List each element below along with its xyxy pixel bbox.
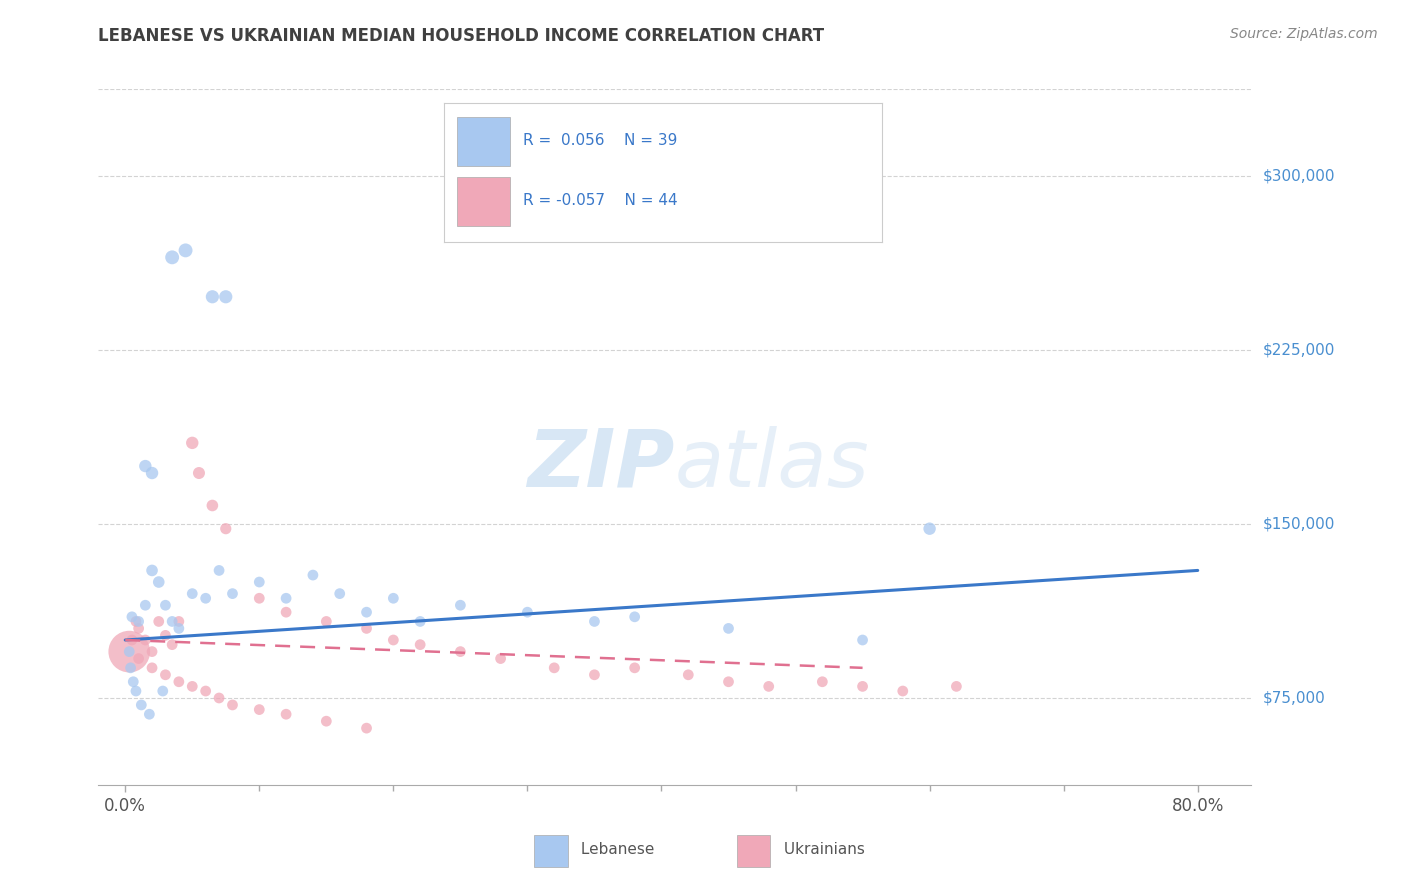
Point bbox=[155, 667, 177, 681]
Point bbox=[148, 615, 170, 629]
Text: Lebanese: Lebanese bbox=[576, 842, 655, 857]
Text: $300,000: $300,000 bbox=[1263, 169, 1334, 184]
Point bbox=[583, 615, 606, 629]
Point bbox=[356, 721, 378, 735]
Point bbox=[141, 564, 163, 578]
Point bbox=[623, 661, 645, 675]
Point bbox=[302, 568, 325, 582]
Point bbox=[131, 698, 153, 712]
Point bbox=[583, 667, 606, 681]
Bar bbox=[737, 835, 770, 867]
Point bbox=[121, 633, 143, 648]
Point bbox=[247, 574, 270, 589]
Point bbox=[134, 458, 156, 473]
Point bbox=[221, 698, 243, 712]
Point bbox=[188, 466, 211, 480]
Text: $150,000: $150,000 bbox=[1263, 516, 1334, 532]
Point bbox=[516, 605, 538, 619]
Point bbox=[758, 680, 780, 694]
Text: Ukrainians: Ukrainians bbox=[779, 842, 865, 857]
Point bbox=[181, 680, 204, 694]
Point bbox=[201, 290, 224, 304]
Point bbox=[356, 621, 378, 635]
Text: atlas: atlas bbox=[675, 425, 870, 504]
Point bbox=[122, 674, 145, 689]
Point bbox=[382, 591, 405, 606]
Point bbox=[215, 522, 238, 536]
Point bbox=[181, 435, 204, 450]
Point bbox=[194, 684, 217, 698]
Point bbox=[155, 598, 177, 612]
Point bbox=[148, 574, 170, 589]
Point bbox=[174, 244, 197, 258]
Point bbox=[851, 680, 873, 694]
Point bbox=[181, 587, 204, 601]
Point bbox=[543, 661, 565, 675]
Point bbox=[409, 638, 432, 652]
Point bbox=[274, 707, 297, 722]
Point bbox=[208, 564, 231, 578]
Point bbox=[128, 615, 150, 629]
Text: $225,000: $225,000 bbox=[1263, 343, 1334, 358]
Bar bbox=[534, 835, 568, 867]
Point bbox=[167, 621, 190, 635]
Point bbox=[215, 290, 238, 304]
Point bbox=[194, 591, 217, 606]
Point bbox=[160, 250, 183, 264]
Point bbox=[315, 714, 337, 728]
Point bbox=[125, 684, 148, 698]
Point bbox=[851, 633, 873, 648]
Point bbox=[128, 621, 150, 635]
Point bbox=[125, 615, 148, 629]
Point bbox=[118, 644, 141, 658]
Point bbox=[141, 466, 163, 480]
Point bbox=[221, 587, 243, 601]
Point bbox=[128, 651, 150, 665]
Point bbox=[315, 615, 337, 629]
Point bbox=[134, 633, 156, 648]
Point bbox=[356, 605, 378, 619]
Point bbox=[167, 615, 190, 629]
Point bbox=[141, 644, 163, 658]
Point bbox=[678, 667, 700, 681]
Text: ZIP: ZIP bbox=[527, 425, 675, 504]
Point bbox=[208, 690, 231, 705]
Point bbox=[274, 605, 297, 619]
Point bbox=[274, 591, 297, 606]
Point bbox=[449, 598, 471, 612]
Point bbox=[489, 651, 512, 665]
Point bbox=[118, 644, 141, 658]
Point bbox=[717, 674, 740, 689]
Point bbox=[449, 644, 471, 658]
Point bbox=[811, 674, 834, 689]
Point bbox=[167, 674, 190, 689]
Text: $75,000: $75,000 bbox=[1263, 690, 1326, 706]
Text: LEBANESE VS UKRAINIAN MEDIAN HOUSEHOLD INCOME CORRELATION CHART: LEBANESE VS UKRAINIAN MEDIAN HOUSEHOLD I… bbox=[98, 27, 824, 45]
Point bbox=[623, 610, 645, 624]
Point bbox=[138, 707, 160, 722]
Point bbox=[160, 638, 183, 652]
Point bbox=[717, 621, 740, 635]
Point bbox=[409, 615, 432, 629]
Point bbox=[155, 628, 177, 642]
Point bbox=[121, 610, 143, 624]
Point bbox=[160, 615, 183, 629]
Point bbox=[134, 598, 156, 612]
Point bbox=[247, 703, 270, 717]
Point bbox=[918, 522, 941, 536]
Text: Source: ZipAtlas.com: Source: ZipAtlas.com bbox=[1230, 27, 1378, 41]
Point bbox=[141, 661, 163, 675]
Point bbox=[120, 661, 142, 675]
Point bbox=[201, 499, 224, 513]
Point bbox=[945, 680, 967, 694]
Point bbox=[891, 684, 914, 698]
Point bbox=[329, 587, 352, 601]
Point bbox=[247, 591, 270, 606]
Point bbox=[152, 684, 174, 698]
Point bbox=[382, 633, 405, 648]
